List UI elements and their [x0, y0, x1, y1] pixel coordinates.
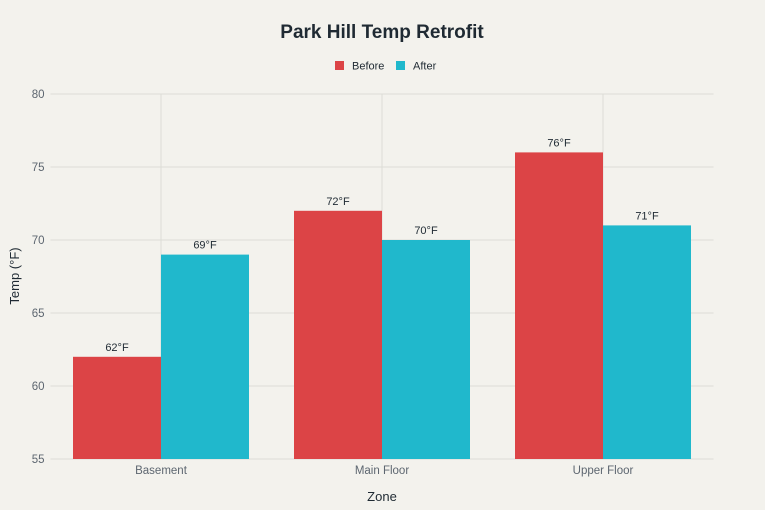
y-tick-label: 65	[32, 308, 45, 320]
y-axis-ticks: 55 60 65 70 75 80	[32, 89, 45, 466]
chart-title: Park Hill Temp Retrofit	[280, 22, 484, 43]
bar-before-basement	[73, 356, 161, 459]
data-label: 71°F	[635, 210, 659, 222]
y-tick-label: 80	[32, 89, 45, 101]
x-axis-label: Zone	[367, 489, 397, 504]
y-tick-label: 75	[32, 162, 45, 174]
x-tick-label: Upper Floor	[573, 465, 634, 477]
x-axis-ticks: Basement Main Floor Upper Floor	[135, 465, 633, 477]
y-axis-label: Temp (°F)	[7, 247, 22, 304]
bar-before-upper-floor	[515, 152, 603, 459]
x-tick-label: Basement	[135, 465, 188, 477]
y-tick-label: 60	[32, 381, 45, 393]
y-tick-label: 55	[32, 454, 45, 466]
data-label: 69°F	[193, 240, 217, 252]
legend-swatch-after	[396, 61, 405, 70]
bar-before-main-floor	[294, 210, 382, 459]
legend-label-after: After	[413, 61, 437, 73]
legend-label-before: Before	[352, 61, 384, 73]
data-labels: 62°F 72°F 76°F 69°F 70°F 71°F	[105, 137, 659, 353]
bar-after-main-floor	[382, 240, 470, 459]
data-label: 70°F	[414, 225, 438, 237]
bar-after-basement	[161, 254, 249, 459]
data-label: 76°F	[547, 137, 571, 149]
data-label: 62°F	[105, 342, 129, 354]
y-tick-label: 70	[32, 235, 45, 247]
legend: Before After	[335, 61, 437, 73]
bars	[73, 152, 691, 459]
bar-after-upper-floor	[603, 225, 691, 459]
legend-swatch-before	[335, 61, 344, 70]
data-label: 72°F	[326, 196, 350, 208]
x-tick-label: Main Floor	[355, 465, 409, 477]
